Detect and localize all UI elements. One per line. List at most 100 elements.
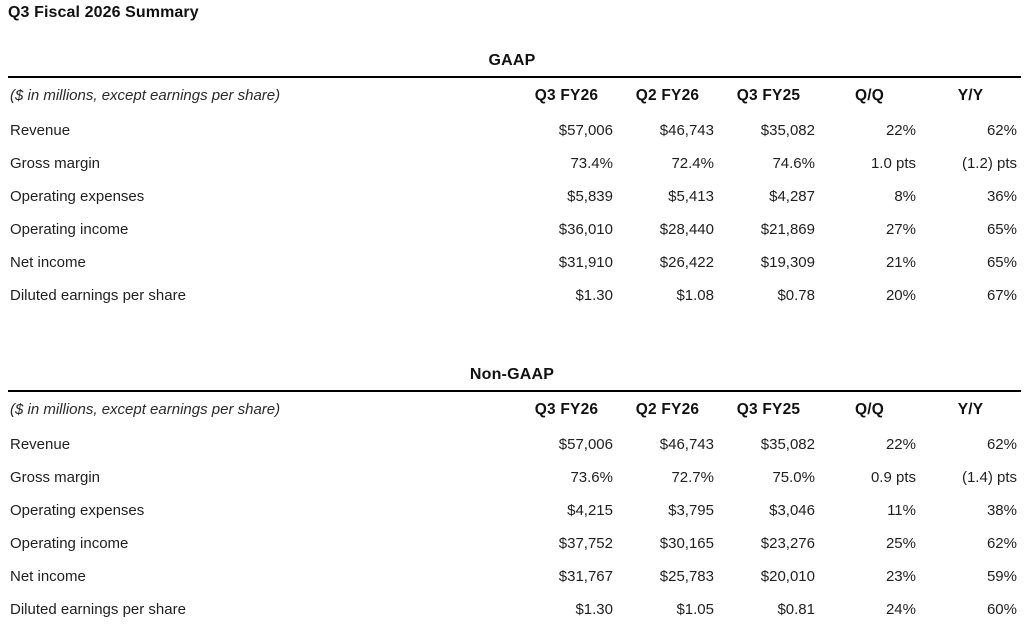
non-gaap-table-header: ($ in millions, except earnings per shar… bbox=[8, 391, 1021, 428]
cell-value: $25,783 bbox=[659, 568, 714, 585]
column-header-q3fy25: Q3 FY25 bbox=[736, 87, 801, 104]
cell-value: 65% bbox=[986, 254, 1017, 271]
cell-value: $46,743 bbox=[659, 436, 714, 453]
row-label: Operating income bbox=[10, 535, 129, 552]
header-row: ($ in millions, except earnings per shar… bbox=[8, 77, 1021, 114]
cell-value: (1.2) pts bbox=[961, 155, 1017, 172]
column-header-q3fy26: Q3 FY26 bbox=[534, 401, 599, 418]
cell-value: (1.4) pts bbox=[961, 469, 1017, 486]
cell-value: $31,910 bbox=[558, 254, 613, 271]
cell-value: 22% bbox=[885, 122, 916, 139]
column-header-yoy: Y/Y bbox=[957, 87, 984, 104]
cell-value: 72.4% bbox=[671, 155, 714, 172]
gaap-heading: GAAP bbox=[488, 52, 536, 69]
table-row-diluted-eps: Diluted earnings per share $1.30 $1.05 $… bbox=[8, 593, 1021, 626]
row-label: Revenue bbox=[10, 436, 71, 453]
cell-value: 21% bbox=[885, 254, 916, 271]
cell-value: 65% bbox=[986, 221, 1017, 238]
cell-value: 36% bbox=[986, 188, 1017, 205]
row-label: Operating income bbox=[10, 221, 129, 238]
table-row-diluted-eps: Diluted earnings per share $1.30 $1.08 $… bbox=[8, 279, 1021, 312]
cell-value: $1.30 bbox=[575, 287, 613, 304]
cell-value: 25% bbox=[885, 535, 916, 552]
units-note: ($ in millions, except earnings per shar… bbox=[10, 87, 281, 104]
cell-value: $1.05 bbox=[676, 601, 714, 618]
cell-value: 59% bbox=[986, 568, 1017, 585]
cell-value: $4,287 bbox=[769, 188, 815, 205]
table-row-operating-expenses: Operating expenses $4,215 $3,795 $3,046 … bbox=[8, 494, 1021, 527]
cell-value: 1.0 pts bbox=[870, 155, 916, 172]
cell-value: $28,440 bbox=[659, 221, 714, 238]
cell-value: 75.0% bbox=[772, 469, 815, 486]
cell-value: $20,010 bbox=[760, 568, 815, 585]
cell-value: $3,046 bbox=[769, 502, 815, 519]
cell-value: $46,743 bbox=[659, 122, 714, 139]
table-row-revenue: Revenue $57,006 $46,743 $35,082 22% 62% bbox=[8, 114, 1021, 147]
cell-value: 62% bbox=[986, 122, 1017, 139]
cell-value: $1.30 bbox=[575, 601, 613, 618]
table-row-operating-income: Operating income $36,010 $28,440 $21,869… bbox=[8, 213, 1021, 246]
cell-value: $19,309 bbox=[760, 254, 815, 271]
cell-value: 0.9 pts bbox=[870, 469, 916, 486]
cell-value: $3,795 bbox=[668, 502, 714, 519]
cell-value: 8% bbox=[894, 188, 916, 205]
cell-value: 62% bbox=[986, 535, 1017, 552]
column-header-yoy: Y/Y bbox=[957, 401, 984, 418]
row-label: Net income bbox=[10, 254, 86, 271]
table-row-net-income: Net income $31,767 $25,783 $20,010 23% 5… bbox=[8, 560, 1021, 593]
cell-value: 62% bbox=[986, 436, 1017, 453]
cell-value: 38% bbox=[986, 502, 1017, 519]
table-row-gross-margin: Gross margin 73.6% 72.7% 75.0% 0.9 pts (… bbox=[8, 461, 1021, 494]
row-label: Diluted earnings per share bbox=[10, 601, 186, 618]
cell-value: 22% bbox=[885, 436, 916, 453]
cell-value: $37,752 bbox=[558, 535, 613, 552]
table-row-revenue: Revenue $57,006 $46,743 $35,082 22% 62% bbox=[8, 428, 1021, 461]
row-label: Gross margin bbox=[10, 155, 101, 172]
row-label: Gross margin bbox=[10, 469, 101, 486]
row-label: Revenue bbox=[10, 122, 71, 139]
cell-value: 20% bbox=[885, 287, 916, 304]
cell-value: $1.08 bbox=[676, 287, 714, 304]
cell-value: $5,413 bbox=[668, 188, 714, 205]
page-title: Q3 Fiscal 2026 Summary bbox=[8, 4, 199, 21]
cell-value: $0.81 bbox=[777, 601, 815, 618]
units-note: ($ in millions, except earnings per shar… bbox=[10, 401, 281, 418]
cell-value: $35,082 bbox=[760, 122, 815, 139]
table-row-gross-margin: Gross margin 73.4% 72.4% 74.6% 1.0 pts (… bbox=[8, 147, 1021, 180]
cell-value: 73.4% bbox=[570, 155, 613, 172]
cell-value: $21,869 bbox=[760, 221, 815, 238]
column-header-q3fy26: Q3 FY26 bbox=[534, 87, 599, 104]
gaap-table: ($ in millions, except earnings per shar… bbox=[8, 76, 1021, 312]
cell-value: $23,276 bbox=[760, 535, 815, 552]
non-gaap-table: ($ in millions, except earnings per shar… bbox=[8, 390, 1021, 626]
cell-value: $57,006 bbox=[558, 122, 613, 139]
table-row-net-income: Net income $31,910 $26,422 $19,309 21% 6… bbox=[8, 246, 1021, 279]
column-header-qoq: Q/Q bbox=[854, 401, 885, 418]
cell-value: 74.6% bbox=[772, 155, 815, 172]
cell-value: 11% bbox=[887, 502, 916, 519]
table-row-operating-income: Operating income $37,752 $30,165 $23,276… bbox=[8, 527, 1021, 560]
column-header-q2fy26: Q2 FY26 bbox=[635, 87, 700, 104]
cell-value: 67% bbox=[986, 287, 1017, 304]
cell-value: $57,006 bbox=[558, 436, 613, 453]
cell-value: 72.7% bbox=[671, 469, 714, 486]
row-label: Operating expenses bbox=[10, 502, 145, 519]
cell-value: $0.78 bbox=[777, 287, 815, 304]
non-gaap-heading: Non-GAAP bbox=[469, 366, 555, 383]
cell-value: 60% bbox=[986, 601, 1017, 618]
table-row-operating-expenses: Operating expenses $5,839 $5,413 $4,287 … bbox=[8, 180, 1021, 213]
cell-value: $35,082 bbox=[760, 436, 815, 453]
cell-value: $26,422 bbox=[659, 254, 714, 271]
column-header-q2fy26: Q2 FY26 bbox=[635, 401, 700, 418]
cell-value: $36,010 bbox=[558, 221, 613, 238]
gaap-table-header: ($ in millions, except earnings per shar… bbox=[8, 77, 1021, 114]
column-header-qoq: Q/Q bbox=[854, 87, 885, 104]
row-label: Diluted earnings per share bbox=[10, 287, 186, 304]
header-row: ($ in millions, except earnings per shar… bbox=[8, 391, 1021, 428]
cell-value: 27% bbox=[885, 221, 916, 238]
row-label: Net income bbox=[10, 568, 86, 585]
cell-value: 24% bbox=[885, 601, 916, 618]
row-label: Operating expenses bbox=[10, 188, 145, 205]
cell-value: 23% bbox=[885, 568, 916, 585]
cell-value: $4,215 bbox=[567, 502, 613, 519]
